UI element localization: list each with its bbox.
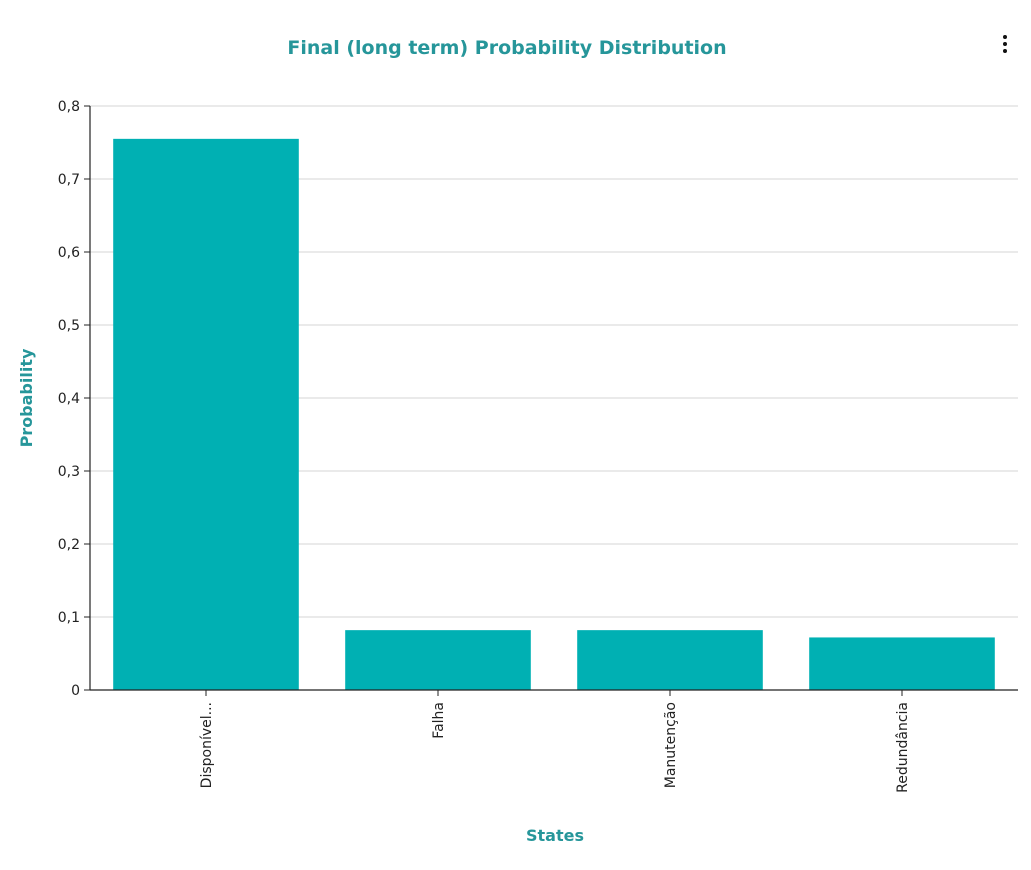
y-tick-label: 0,5 [58, 318, 80, 334]
axes: 0 0,1 0,2 0,3 0,4 0,5 0,6 0,7 0,8 Disponível... Fa… [58, 99, 1018, 793]
x-tick-label: Redundância [895, 702, 911, 793]
bar [577, 630, 763, 690]
more-vertical-icon [1003, 35, 1007, 39]
y-tick-label: 0 [71, 683, 80, 699]
chart-title: Final (long term) Probability Distributi… [287, 37, 726, 59]
x-tick-label: Falha [431, 702, 447, 739]
more-vertical-icon-dot [1003, 49, 1007, 53]
x-tick-label: Manutenção [663, 702, 679, 788]
bar [345, 630, 531, 690]
y-tick-label: 0,3 [58, 464, 80, 480]
more-options-button[interactable] [994, 30, 1016, 58]
x-axis-title: States [526, 826, 584, 845]
bar [809, 637, 995, 690]
y-tick-label: 0,1 [58, 610, 80, 626]
x-tick-label: Disponível... [199, 702, 215, 788]
y-tick-label: 0,6 [58, 245, 80, 261]
more-vertical-icon-dot [1003, 42, 1007, 46]
y-tick-label: 0,7 [58, 172, 80, 188]
y-tick-label: 0,4 [58, 391, 80, 407]
bars [113, 138, 995, 691]
y-tick-label: 0,8 [58, 99, 80, 115]
y-axis-title: Probability [17, 348, 36, 447]
bar [113, 138, 299, 691]
y-tick-label: 0,2 [58, 537, 80, 553]
